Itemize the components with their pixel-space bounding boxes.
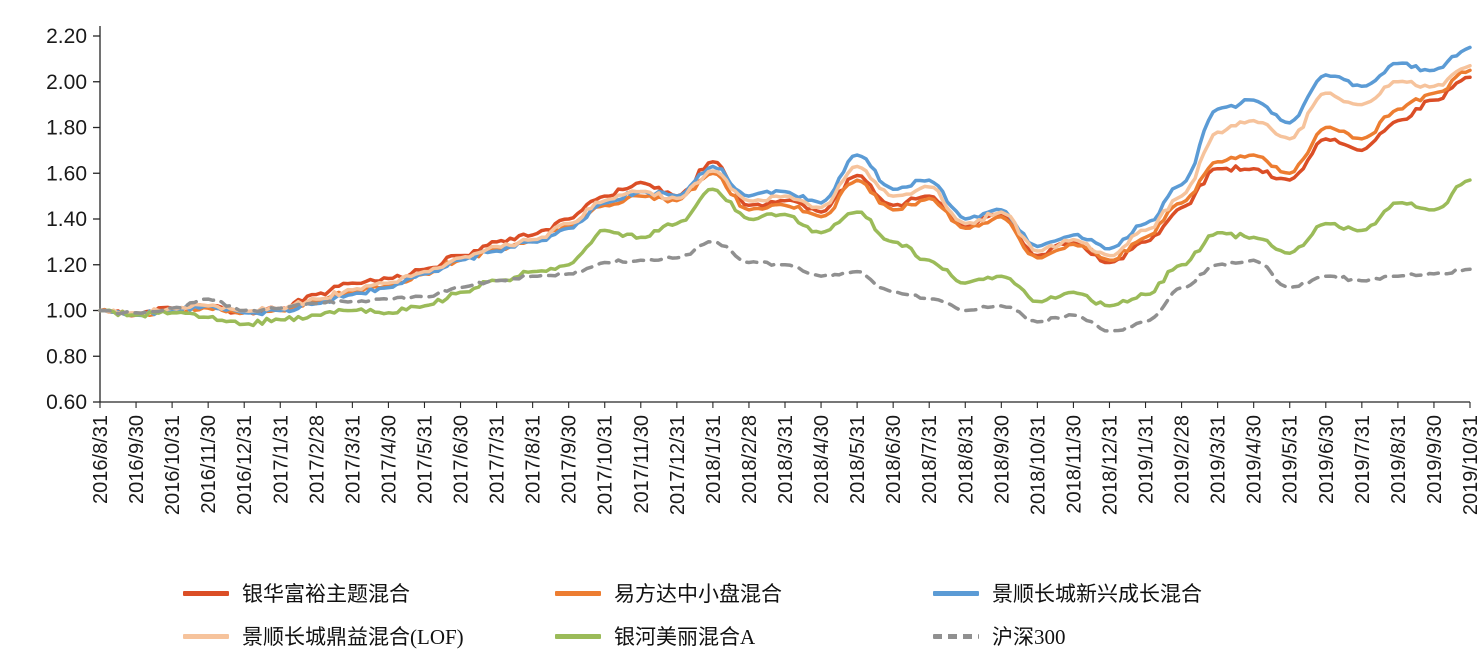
series-line-2 — [98, 45, 1472, 318]
x-tick-label: 2019/4/30 — [1244, 415, 1266, 504]
y-tick-label: 2.20 — [46, 25, 87, 48]
x-tick-label: 2017/2/28 — [306, 415, 328, 504]
x-tick-label: 2017/1/31 — [270, 415, 292, 504]
legend-item-2: 景顺长城新兴成长混合 — [933, 578, 1473, 608]
x-tick-label: 2017/12/31 — [667, 415, 689, 515]
legend-dashed-line-marker — [933, 633, 979, 639]
x-tick-label: 2019/6/30 — [1316, 415, 1338, 504]
y-tick-label: 1.80 — [46, 117, 87, 140]
legend-line-marker — [933, 590, 979, 596]
x-tick-label: 2018/10/31 — [1027, 415, 1049, 515]
legend-label: 银河美丽混合A — [614, 625, 756, 649]
series-line-3 — [98, 63, 1472, 316]
series-line-5 — [98, 240, 1472, 333]
legend-line-marker — [555, 633, 601, 639]
legend-label: 景顺长城新兴成长混合 — [992, 582, 1202, 606]
legend-line-marker — [183, 633, 229, 639]
x-tick-label: 2016/11/30 — [198, 415, 220, 514]
x-tick-label: 2018/6/30 — [883, 415, 905, 504]
legend-label: 沪深300 — [992, 625, 1066, 649]
x-tick-label: 2019/10/31 — [1460, 415, 1479, 515]
x-tick-label: 2017/10/31 — [595, 415, 617, 515]
y-tick-label: 2.00 — [46, 71, 87, 94]
series-line-0 — [98, 75, 1472, 318]
x-tick-label: 2018/4/30 — [811, 415, 833, 504]
x-tick-label: 2016/9/30 — [126, 415, 148, 504]
legend-item-3: 景顺长城鼎益混合(LOF) — [183, 621, 555, 651]
x-tick-label: 2018/11/30 — [1063, 415, 1085, 514]
legend-item-1: 易方达中小盘混合 — [555, 578, 933, 608]
x-tick-label: 2017/4/30 — [378, 415, 400, 504]
legend-item-4: 银河美丽混合A — [555, 621, 933, 651]
legend-label: 易方达中小盘混合 — [614, 582, 782, 606]
x-tick-label: 2019/8/31 — [1388, 415, 1410, 504]
x-tick-label: 2016/8/31 — [90, 415, 112, 504]
x-tick-label: 2017/9/30 — [559, 415, 581, 504]
y-tick-label: 1.20 — [46, 254, 87, 277]
x-tick-label: 2017/7/31 — [487, 415, 509, 504]
x-tick-label: 2017/3/31 — [342, 415, 364, 504]
y-tick-label: 1.60 — [46, 162, 87, 185]
x-tick-label: 2018/9/30 — [991, 415, 1013, 504]
legend-item-5: 沪深300 — [933, 621, 1473, 651]
x-tick-label: 2018/12/31 — [1099, 415, 1121, 515]
x-tick-label: 2018/8/31 — [955, 415, 977, 504]
legend-label: 银华富裕主题混合 — [242, 582, 410, 606]
legend-line-marker — [555, 590, 601, 596]
x-tick-label: 2016/10/31 — [162, 415, 184, 515]
x-tick-label: 2018/3/31 — [775, 415, 797, 504]
x-tick-label: 2019/5/31 — [1280, 415, 1302, 504]
x-tick-label: 2018/1/31 — [703, 415, 725, 504]
legend-label: 景顺长城鼎益混合(LOF) — [242, 625, 464, 649]
x-tick-label: 2019/2/28 — [1172, 415, 1194, 504]
x-tick-label: 2019/7/31 — [1352, 415, 1374, 504]
x-tick-label: 2017/6/30 — [451, 415, 473, 504]
x-tick-label: 2019/3/31 — [1208, 415, 1230, 504]
x-tick-label: 2018/2/28 — [739, 415, 761, 504]
x-tick-label: 2018/5/31 — [847, 415, 869, 504]
x-tick-label: 2018/7/31 — [919, 415, 941, 504]
series-line-4 — [98, 178, 1472, 328]
x-tick-label: 2019/1/31 — [1136, 415, 1158, 504]
plot-area: 0.60 0.80 1.00 1.20 1.40 1.60 1.80 2.00 2.20 2016… — [46, 25, 1479, 515]
x-tick-label: 2017/11/30 — [631, 415, 653, 514]
legend-line-marker — [183, 590, 229, 596]
y-tick-label: 1.40 — [46, 208, 87, 231]
legend: 银华富裕主题混合 易方达中小盘混合 景顺长城新兴成长混合景顺长城鼎益混合(LOF) 银… — [183, 566, 1479, 651]
x-tick-label: 2019/9/30 — [1424, 415, 1446, 504]
y-tick-label: 0.80 — [46, 345, 87, 368]
y-tick-label: 1.00 — [46, 300, 87, 323]
legend-item-0: 银华富裕主题混合 — [183, 578, 555, 608]
x-tick-label: 2017/5/31 — [414, 415, 436, 504]
y-tick-label: 0.60 — [46, 391, 87, 414]
x-tick-label: 2016/12/31 — [234, 415, 256, 515]
x-tick-label: 2017/8/31 — [523, 415, 545, 504]
